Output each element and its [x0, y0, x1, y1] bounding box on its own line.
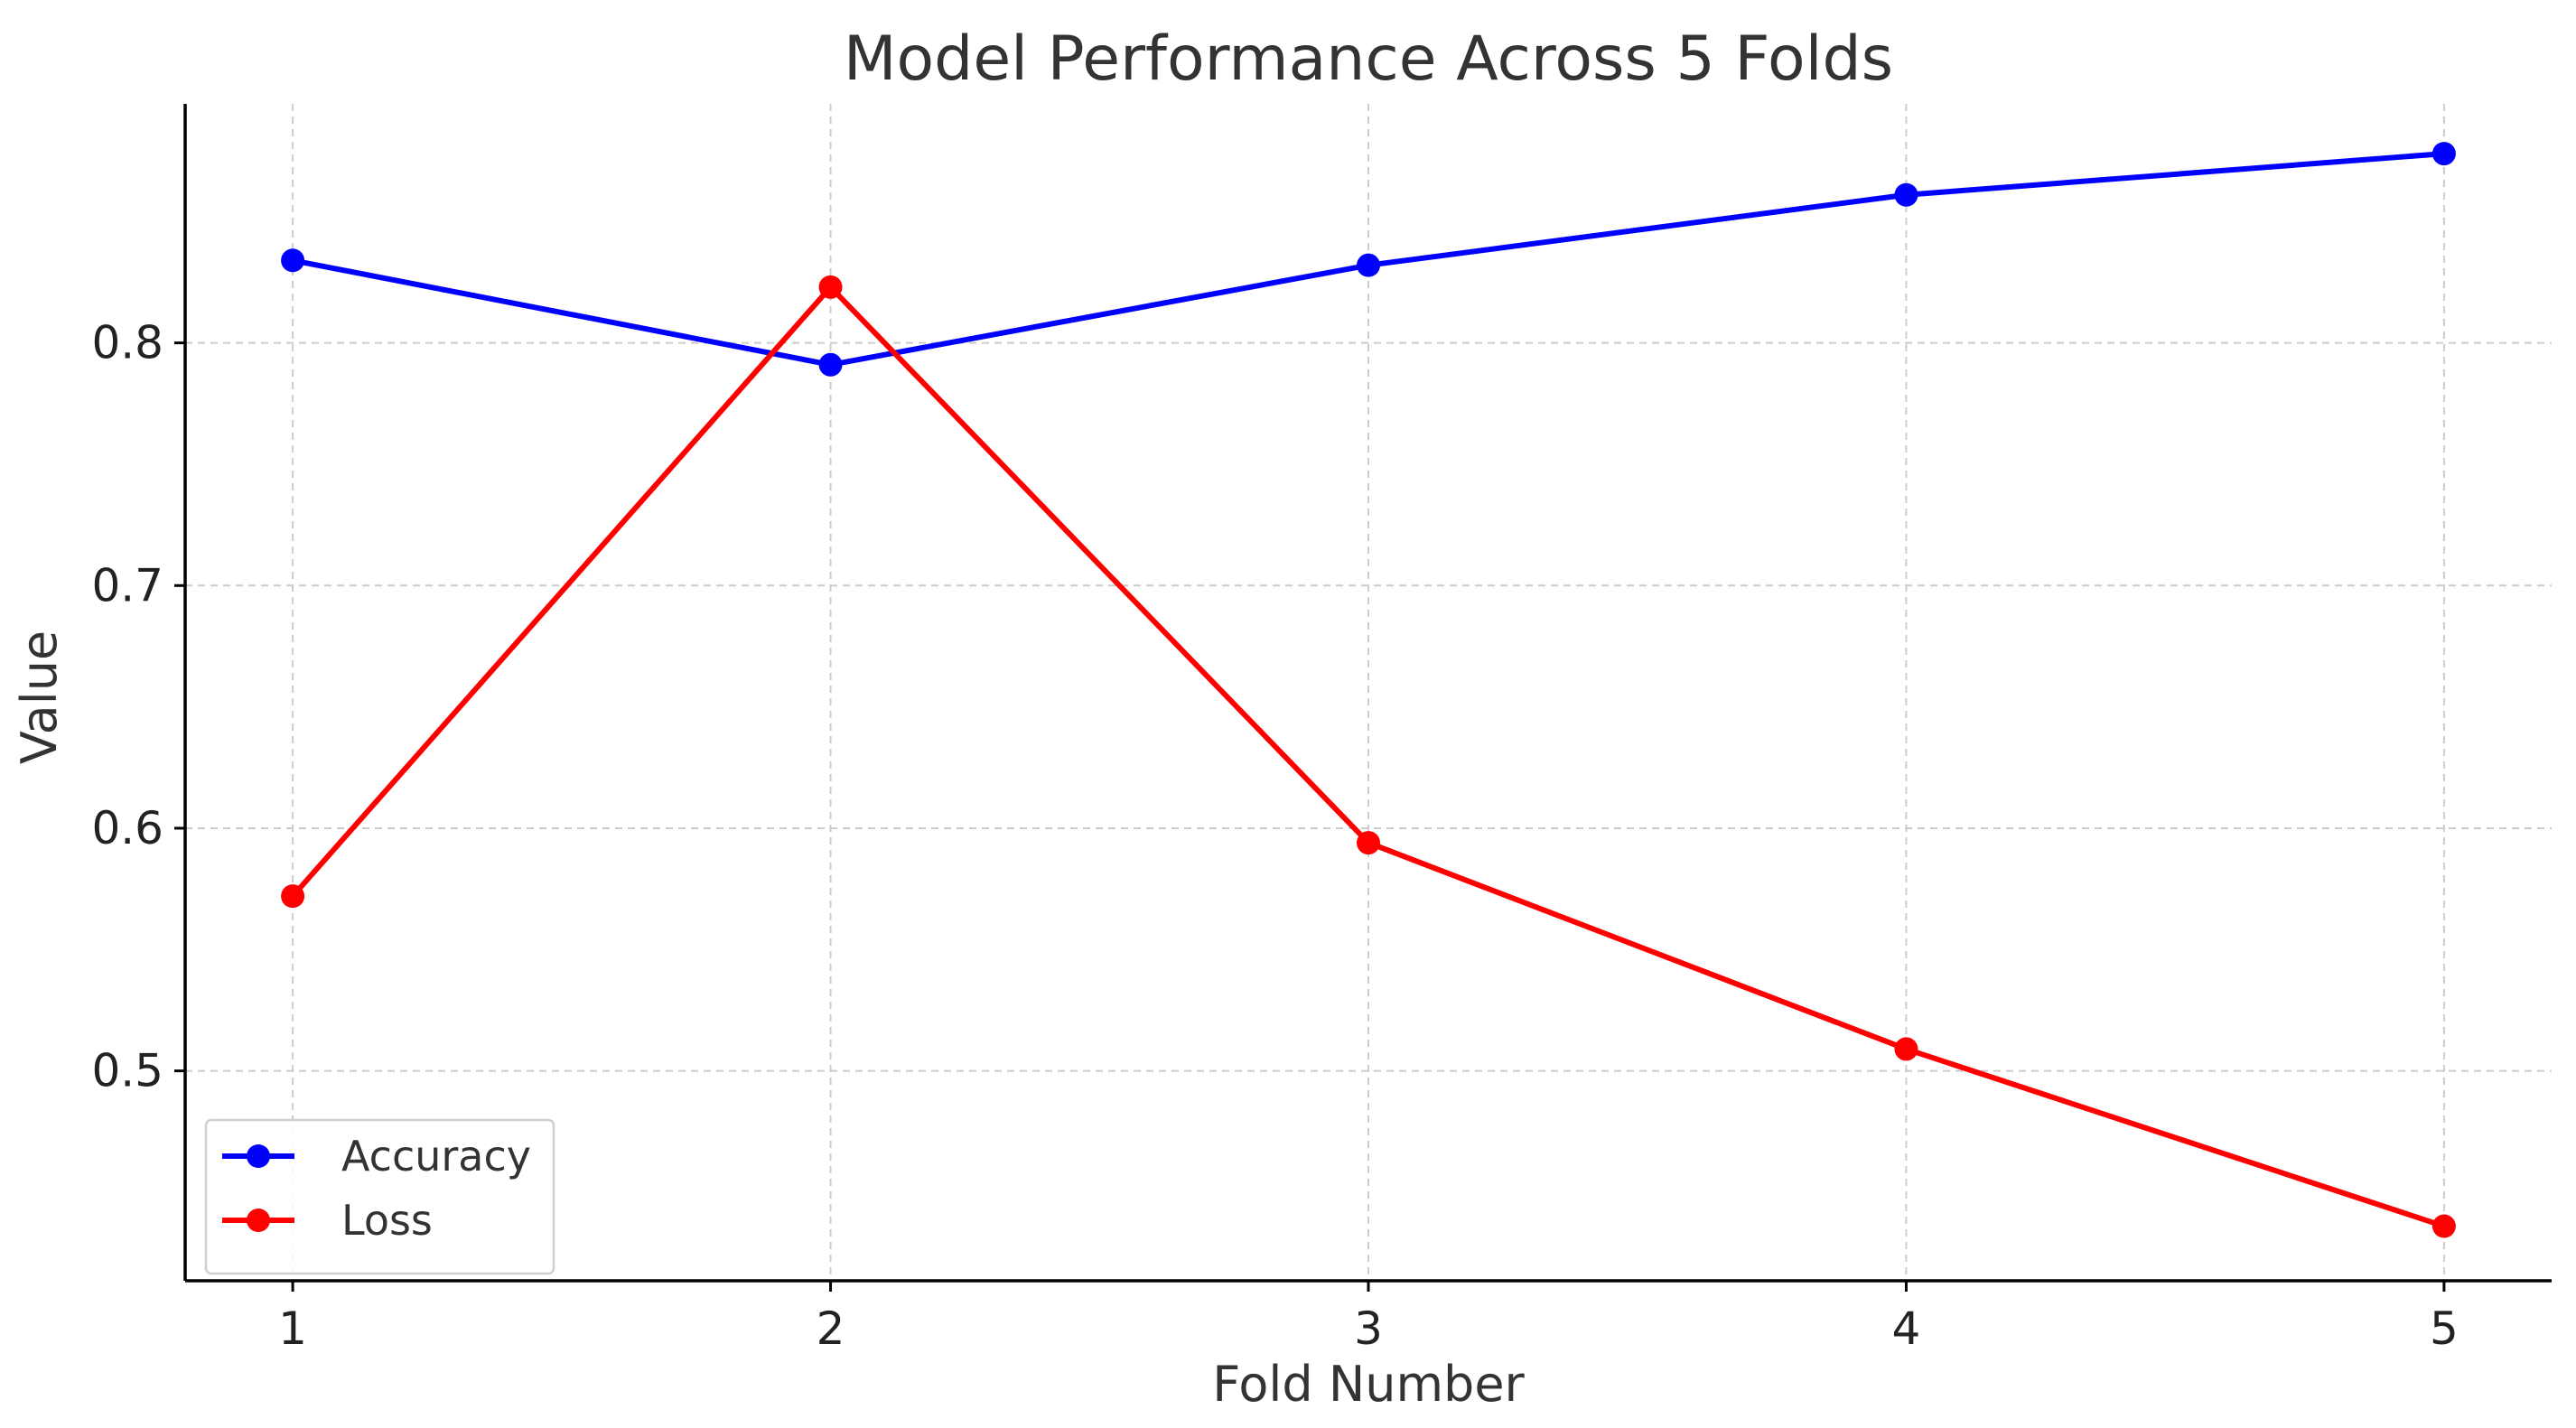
legend-item-accuracy: Accuracy: [222, 1132, 531, 1181]
chart-title: Model Performance Across 5 Folds: [844, 23, 1893, 95]
x-axis-label: Fold Number: [1212, 1356, 1525, 1413]
y-tick-label: 0.5: [91, 1045, 163, 1097]
y-axis-label: Value: [11, 630, 68, 764]
loss-line: [290, 284, 2447, 1229]
accuracy-point: [2431, 142, 2456, 166]
loss-point: [1357, 831, 1380, 855]
legend-label-loss: Loss: [341, 1196, 433, 1245]
legend-marker-loss: [247, 1209, 270, 1232]
x-tick-label: 2: [817, 1302, 845, 1355]
legend: Accuracy Loss: [204, 1118, 555, 1275]
y-tick-label: 0.6: [91, 802, 163, 854]
legend-label-accuracy: Accuracy: [341, 1132, 531, 1181]
axes: 1 2 3 4 5 0.5 0.6 0.7 0.8: [91, 104, 2552, 1355]
y-tick-label: 0.7: [91, 559, 163, 611]
loss-point: [1894, 1037, 1918, 1061]
series-accuracy: [281, 142, 2456, 377]
accuracy-point: [818, 352, 843, 377]
accuracy-point: [1357, 253, 1380, 277]
loss-point: [2431, 1214, 2456, 1238]
x-tick-label: 3: [1354, 1302, 1383, 1355]
accuracy-point: [281, 248, 305, 273]
grid-lines: [185, 104, 2552, 1281]
x-tick-label: 4: [1892, 1302, 1921, 1355]
loss-point: [818, 275, 843, 299]
x-tick-label: 1: [278, 1302, 307, 1355]
accuracy-point: [1894, 182, 1918, 207]
loss-point: [281, 884, 305, 909]
legend-item-loss: Loss: [222, 1196, 433, 1245]
plot-series: [281, 142, 2456, 1238]
x-tick-label: 5: [2430, 1302, 2459, 1355]
series-loss: [281, 275, 2456, 1238]
legend-marker-accuracy: [247, 1144, 270, 1168]
y-tick-label: 0.8: [91, 317, 163, 369]
